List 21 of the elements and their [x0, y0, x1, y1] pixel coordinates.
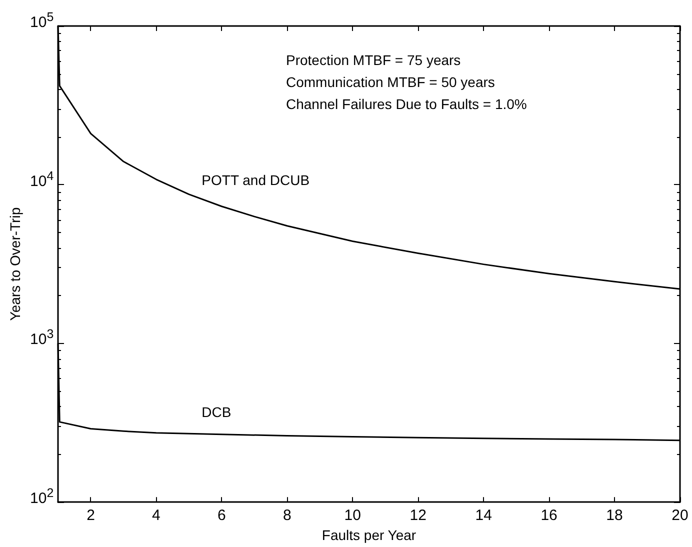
y-tick-label: 10$^{5}$ — [30, 10, 54, 31]
x-tick-label: 12 — [410, 507, 426, 524]
x-tick-label: 10 — [344, 507, 361, 524]
x-tick-label: 16 — [540, 507, 558, 524]
x-tick-label: 4 — [152, 507, 160, 524]
y-tick-label: 10$^{2}$ — [30, 486, 54, 508]
series-label: DCB — [202, 404, 232, 420]
x-tick-label: 18 — [606, 507, 623, 524]
annotation: Protection MTBF = 75 years — [286, 52, 461, 68]
x-tick-label: 20 — [672, 507, 688, 524]
annotation: Channel Failures Due to Faults = 1.0% — [286, 96, 527, 112]
x-tick-label: 2 — [86, 507, 95, 524]
x-axis-title: Faults per Year — [322, 527, 416, 543]
x-tick-label: 6 — [218, 507, 226, 524]
x-tick-label: 8 — [282, 507, 292, 524]
y-axis-title: Years to Over-Trip — [7, 207, 23, 321]
x-tick-label: 14 — [475, 507, 492, 524]
annotation: Communication MTBF = 50 years — [286, 74, 495, 90]
series-label: POTT and DCUB — [202, 172, 310, 188]
y-tick-label: 10$^{3}$ — [30, 327, 54, 348]
y-tick-label: 10$^{4}$ — [30, 168, 54, 190]
